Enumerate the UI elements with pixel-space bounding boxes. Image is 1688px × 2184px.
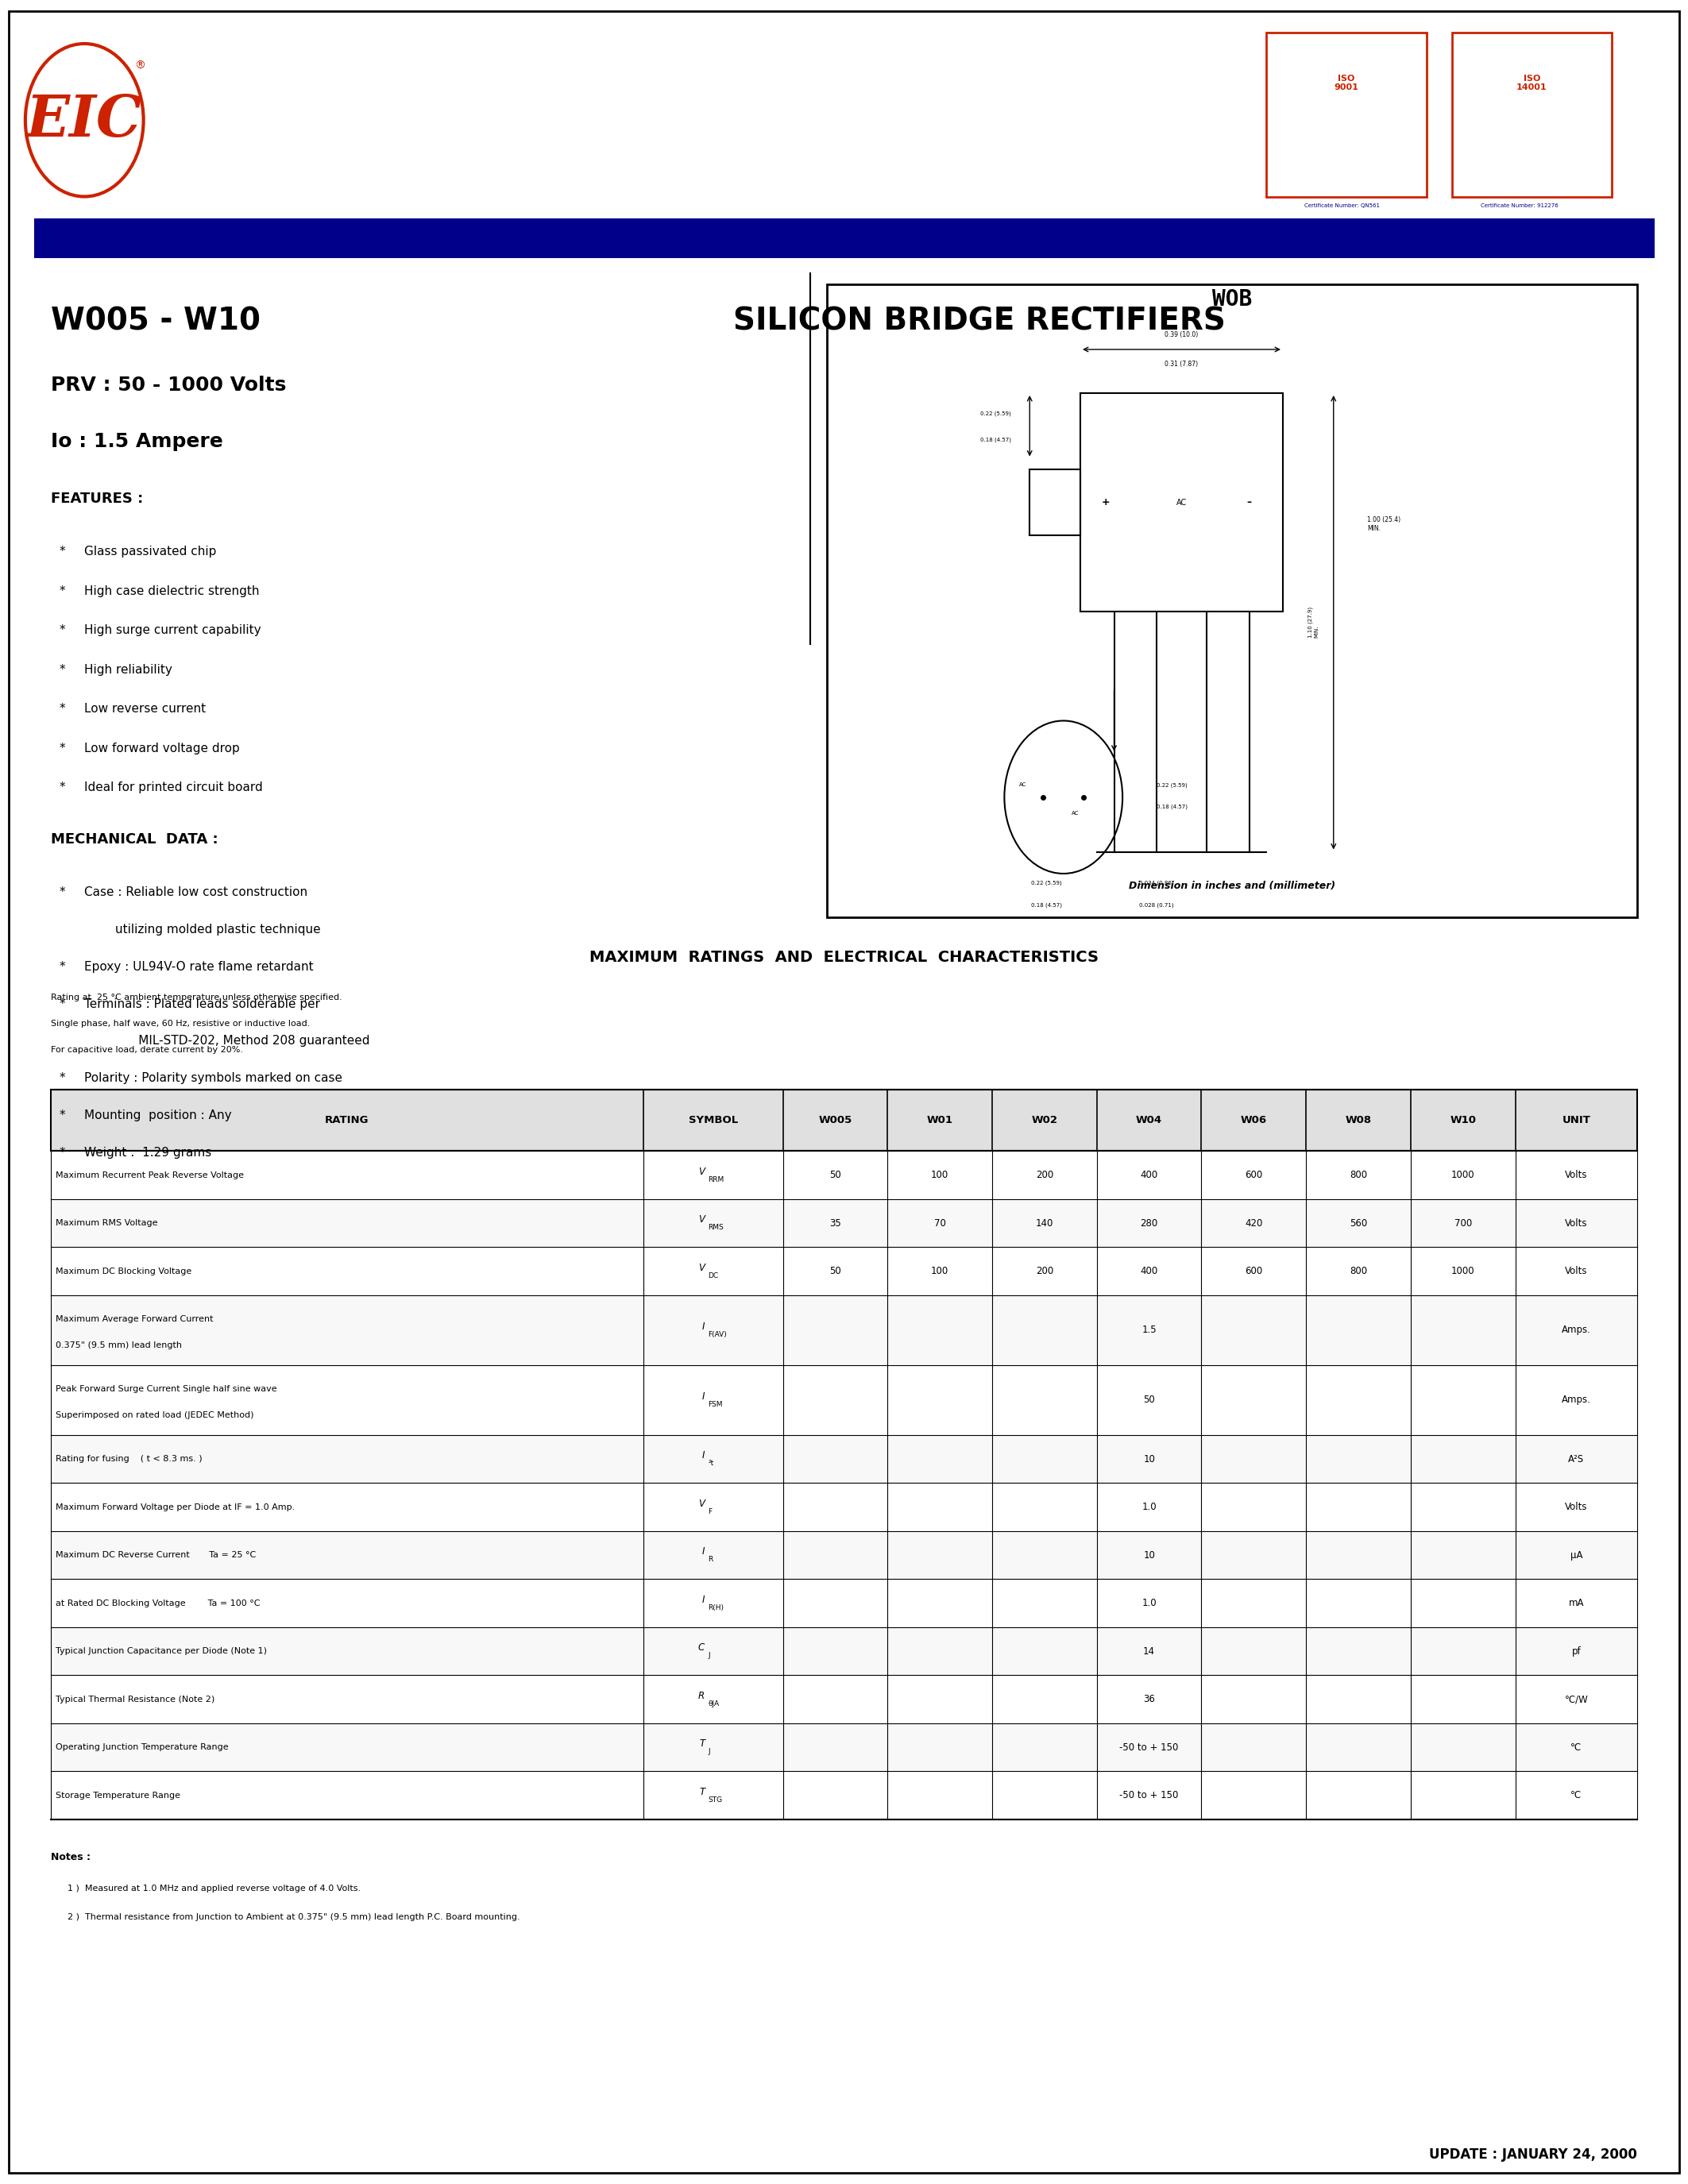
FancyBboxPatch shape xyxy=(1452,33,1612,197)
Text: ²t: ²t xyxy=(709,1459,714,1468)
Text: 400: 400 xyxy=(1141,1267,1158,1275)
Text: 50: 50 xyxy=(1143,1396,1155,1404)
FancyBboxPatch shape xyxy=(51,1199,1637,1247)
Text: Volts: Volts xyxy=(1565,1267,1588,1275)
Text: AC: AC xyxy=(1072,810,1079,815)
Text: Typical Thermal Resistance (Note 2): Typical Thermal Resistance (Note 2) xyxy=(56,1695,214,1704)
Text: AC: AC xyxy=(1177,498,1187,507)
Text: ®: ® xyxy=(135,59,145,72)
Text: Peak Forward Surge Current Single half sine wave: Peak Forward Surge Current Single half s… xyxy=(56,1385,277,1393)
FancyBboxPatch shape xyxy=(51,1435,1637,1483)
Text: Maximum Forward Voltage per Diode at IF = 1.0 Amp.: Maximum Forward Voltage per Diode at IF … xyxy=(56,1503,295,1511)
Text: SYMBOL: SYMBOL xyxy=(689,1116,738,1125)
Text: °C: °C xyxy=(1572,1743,1582,1752)
Text: High reliability: High reliability xyxy=(84,664,172,675)
FancyBboxPatch shape xyxy=(34,218,1654,258)
Text: Glass passivated chip: Glass passivated chip xyxy=(84,546,216,557)
FancyBboxPatch shape xyxy=(51,1723,1637,1771)
Text: 0.18 (4.57): 0.18 (4.57) xyxy=(1156,804,1187,810)
FancyBboxPatch shape xyxy=(51,1531,1637,1579)
Text: W02: W02 xyxy=(1031,1116,1058,1125)
Text: Terminals : Plated leads solderable per: Terminals : Plated leads solderable per xyxy=(84,998,321,1009)
Text: T: T xyxy=(699,1738,706,1749)
Text: 200: 200 xyxy=(1036,1267,1053,1275)
Text: R: R xyxy=(709,1555,712,1564)
Text: Maximum DC Blocking Voltage: Maximum DC Blocking Voltage xyxy=(56,1267,192,1275)
Text: +: + xyxy=(1101,498,1111,507)
Text: WOB: WOB xyxy=(1212,288,1252,310)
Text: 0.028 (0.71): 0.028 (0.71) xyxy=(1139,902,1173,909)
Text: Rating at  25 °C ambient temperature unless otherwise specified.: Rating at 25 °C ambient temperature unle… xyxy=(51,994,343,1002)
Text: *: * xyxy=(59,1109,66,1120)
Text: 1.0: 1.0 xyxy=(1141,1599,1156,1607)
Text: Amps.: Amps. xyxy=(1561,1396,1592,1404)
Text: Typical Junction Capacitance per Diode (Note 1): Typical Junction Capacitance per Diode (… xyxy=(56,1647,267,1655)
Text: 600: 600 xyxy=(1246,1171,1263,1179)
Text: 10: 10 xyxy=(1143,1455,1155,1463)
Text: at Rated DC Blocking Voltage        Ta = 100 °C: at Rated DC Blocking Voltage Ta = 100 °C xyxy=(56,1599,260,1607)
FancyBboxPatch shape xyxy=(1266,33,1426,197)
Text: Volts: Volts xyxy=(1565,1503,1588,1511)
Text: ISO
9001: ISO 9001 xyxy=(1334,74,1359,92)
Text: *: * xyxy=(59,546,66,557)
Text: Amps.: Amps. xyxy=(1561,1326,1592,1334)
FancyBboxPatch shape xyxy=(51,1090,1637,1151)
Text: I: I xyxy=(702,1450,706,1461)
Text: V: V xyxy=(699,1214,706,1225)
Text: FSM: FSM xyxy=(709,1400,722,1409)
Text: Dimension in inches and (millimeter): Dimension in inches and (millimeter) xyxy=(1129,880,1335,891)
Text: PRV : 50 - 1000 Volts: PRV : 50 - 1000 Volts xyxy=(51,376,285,395)
Text: 1.00 (25.4)
MIN.: 1.00 (25.4) MIN. xyxy=(1367,515,1401,533)
Text: θJA: θJA xyxy=(709,1699,719,1708)
Text: Maximum Recurrent Peak Reverse Voltage: Maximum Recurrent Peak Reverse Voltage xyxy=(56,1171,245,1179)
Text: 0.18 (4.57): 0.18 (4.57) xyxy=(1031,902,1062,909)
Text: Volts: Volts xyxy=(1565,1219,1588,1227)
Text: Volts: Volts xyxy=(1565,1171,1588,1179)
Text: 70: 70 xyxy=(933,1219,945,1227)
Text: W04: W04 xyxy=(1136,1116,1163,1125)
Text: MECHANICAL  DATA :: MECHANICAL DATA : xyxy=(51,832,218,847)
Text: 100: 100 xyxy=(932,1267,949,1275)
Text: W01: W01 xyxy=(927,1116,954,1125)
Text: 0.39 (10.0): 0.39 (10.0) xyxy=(1165,332,1198,339)
Text: High case dielectric strength: High case dielectric strength xyxy=(84,585,260,596)
Text: UNIT: UNIT xyxy=(1561,1116,1590,1125)
Text: F: F xyxy=(709,1507,712,1516)
Text: 2 )  Thermal resistance from Junction to Ambient at 0.375" (9.5 mm) lead length : 2 ) Thermal resistance from Junction to … xyxy=(68,1913,520,1922)
Text: 0.034 (0.86): 0.034 (0.86) xyxy=(1139,880,1173,887)
Text: 400: 400 xyxy=(1141,1171,1158,1179)
Text: 420: 420 xyxy=(1244,1219,1263,1227)
Text: 36: 36 xyxy=(1143,1695,1155,1704)
Text: 0.22 (5.59): 0.22 (5.59) xyxy=(981,411,1011,417)
Text: *: * xyxy=(59,743,66,753)
Text: *: * xyxy=(59,1147,66,1158)
Text: MAXIMUM  RATINGS  AND  ELECTRICAL  CHARACTERISTICS: MAXIMUM RATINGS AND ELECTRICAL CHARACTER… xyxy=(589,950,1099,965)
Text: 1 )  Measured at 1.0 MHz and applied reverse voltage of 4.0 Volts.: 1 ) Measured at 1.0 MHz and applied reve… xyxy=(68,1885,361,1894)
Text: V: V xyxy=(699,1498,706,1509)
FancyBboxPatch shape xyxy=(827,284,1637,917)
Text: μA: μA xyxy=(1570,1551,1582,1559)
Text: 10: 10 xyxy=(1143,1551,1155,1559)
Text: DC: DC xyxy=(709,1271,719,1280)
Text: °C/W: °C/W xyxy=(1565,1695,1588,1704)
Text: C: C xyxy=(699,1642,706,1653)
FancyBboxPatch shape xyxy=(1080,393,1283,612)
FancyBboxPatch shape xyxy=(51,1295,1637,1365)
Text: J: J xyxy=(709,1651,711,1660)
Text: -50 to + 150: -50 to + 150 xyxy=(1119,1791,1178,1800)
Text: SILICON BRIDGE RECTIFIERS: SILICON BRIDGE RECTIFIERS xyxy=(733,306,1225,336)
Text: *: * xyxy=(59,664,66,675)
Text: Superimposed on rated load (JEDEC Method): Superimposed on rated load (JEDEC Method… xyxy=(56,1411,253,1420)
Text: pf: pf xyxy=(1572,1647,1582,1655)
Text: *: * xyxy=(59,782,66,793)
FancyBboxPatch shape xyxy=(51,1627,1637,1675)
Text: 800: 800 xyxy=(1350,1267,1367,1275)
FancyBboxPatch shape xyxy=(1030,470,1080,535)
Text: *: * xyxy=(59,998,66,1009)
Text: Notes :: Notes : xyxy=(51,1852,91,1863)
Text: Maximum RMS Voltage: Maximum RMS Voltage xyxy=(56,1219,157,1227)
Text: *: * xyxy=(59,703,66,714)
Text: 700: 700 xyxy=(1453,1219,1472,1227)
Text: Maximum DC Reverse Current       Ta = 25 °C: Maximum DC Reverse Current Ta = 25 °C xyxy=(56,1551,257,1559)
Text: Storage Temperature Range: Storage Temperature Range xyxy=(56,1791,181,1800)
